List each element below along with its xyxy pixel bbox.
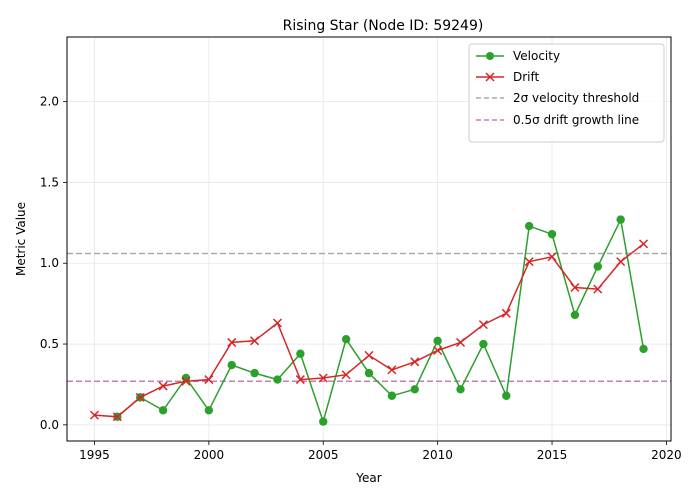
- data-point: [501, 308, 511, 318]
- data-point: [89, 410, 99, 420]
- data-point: [272, 318, 283, 328]
- data-point: [570, 310, 580, 320]
- series-layer: [89, 215, 649, 426]
- data-point: [158, 381, 168, 391]
- legend-drift-label: Drift: [513, 70, 540, 84]
- data-point: [273, 375, 282, 384]
- x-tick-label: 2015: [537, 448, 568, 462]
- data-point: [319, 417, 328, 426]
- x-tick-label: 2000: [194, 448, 225, 462]
- data-point: [341, 334, 351, 344]
- data-point: [387, 391, 397, 400]
- data-point: [204, 406, 214, 415]
- data-point: [433, 336, 442, 346]
- data-point: [250, 336, 260, 346]
- data-point: [227, 360, 236, 370]
- legend-drift-growth-label: 0.5σ drift growth line: [513, 113, 639, 127]
- y-tick-label: 2.0: [40, 95, 59, 109]
- x-axis-label: Year: [355, 471, 381, 485]
- y-axis-ticks: 0.0 0.5 1.0 1.5 2.0: [40, 95, 67, 432]
- data-point: [364, 368, 374, 378]
- data-point: [547, 252, 557, 262]
- data-point: [227, 337, 237, 347]
- series-velocity: [113, 215, 648, 426]
- data-point: [478, 320, 488, 330]
- y-tick-label: 0.0: [40, 418, 59, 432]
- data-point: [456, 385, 465, 394]
- legend-velocity-label: Velocity: [513, 49, 560, 63]
- data-point: [318, 373, 328, 383]
- y-tick-label: 1.5: [40, 175, 59, 189]
- data-point: [135, 392, 145, 402]
- data-point: [639, 239, 649, 249]
- data-point: [341, 370, 351, 380]
- data-point: [547, 229, 557, 239]
- chart-title: Rising Star (Node ID: 59249): [283, 18, 484, 34]
- series-drift: [89, 239, 649, 422]
- reference-lines: [67, 252, 671, 382]
- data-point: [433, 345, 443, 356]
- data-point: [479, 339, 488, 349]
- data-point: [502, 391, 511, 400]
- x-tick-label: 2010: [422, 448, 453, 462]
- data-point: [204, 375, 214, 385]
- x-tick-label: 2005: [308, 448, 339, 462]
- x-tick-label: 1995: [79, 448, 110, 462]
- legend-velocity-threshold-label: 2σ velocity threshold: [513, 91, 639, 105]
- x-tick-label: 2020: [651, 448, 682, 462]
- y-tick-label: 1.0: [40, 256, 59, 270]
- legend-velocity-marker: [486, 52, 494, 60]
- data-point: [524, 221, 534, 231]
- y-tick-label: 0.5: [40, 337, 59, 351]
- legend-drift-marker: [485, 72, 495, 82]
- data-point: [250, 368, 259, 378]
- data-point: [639, 344, 648, 354]
- data-point: [112, 412, 122, 422]
- data-point: [387, 365, 397, 375]
- series-line: [116, 217, 645, 425]
- legend: Velocity Drift 2σ velocity threshold 0.5…: [468, 43, 665, 143]
- data-point: [593, 262, 602, 271]
- data-point: [158, 406, 168, 415]
- grid: [67, 37, 671, 441]
- data-point: [524, 257, 534, 267]
- data-point: [364, 350, 374, 360]
- x-axis-ticks: 1995 2000 2005 2010 2015 2020: [79, 441, 682, 462]
- data-point: [570, 282, 580, 293]
- plot-frame: [66, 36, 672, 442]
- data-point: [616, 215, 625, 224]
- data-point: [181, 376, 191, 386]
- data-point: [296, 349, 305, 358]
- data-point: [295, 375, 305, 385]
- data-point: [455, 337, 466, 347]
- data-point: [410, 385, 419, 394]
- data-point: [410, 357, 420, 367]
- y-axis-label: Metric Value: [14, 202, 28, 276]
- legend-box: [468, 43, 665, 143]
- data-point: [593, 284, 603, 294]
- data-point: [616, 257, 626, 267]
